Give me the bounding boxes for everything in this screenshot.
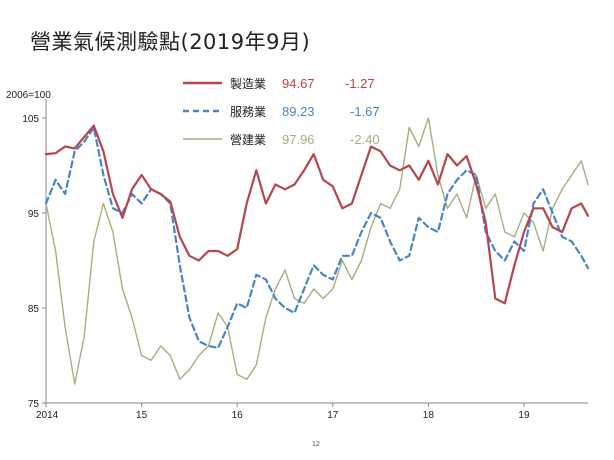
legend-series-name: 營建業 (230, 133, 266, 147)
x-tick-label: 19 (518, 410, 530, 421)
y-tick-label: 95 (28, 209, 40, 220)
series-layer (44, 117, 590, 385)
legend-series-value: 97.96 (282, 132, 315, 147)
series-line-services (44, 126, 590, 349)
chart-legend: 製造業 94.67 -1.27 服務業 89.23 -1.67 營建業 97.96 -2.40 (183, 76, 380, 147)
y-tick-label: 85 (28, 304, 40, 315)
x-tick-label: 2014 (36, 410, 59, 421)
page-title: 營業氣候測驗點(2019年9月) (30, 30, 311, 54)
series-line-manufacturing (44, 124, 590, 305)
y-tick-label: 105 (22, 114, 39, 125)
legend-series-name: 製造業 (230, 77, 266, 91)
y-tick-label: 75 (28, 399, 40, 410)
x-tick-label: 15 (136, 410, 148, 421)
x-tick-label: 18 (423, 410, 435, 421)
legend-series-change: -1.27 (345, 76, 375, 91)
base-year-label: 2006=100 (6, 90, 51, 101)
x-tick-label: 16 (232, 410, 244, 421)
chart-axes: 75 85 95 105 2014 15 16 17 18 19 (22, 99, 588, 421)
x-tick-label: 17 (327, 410, 339, 421)
legend-series-value: 89.23 (282, 104, 315, 119)
legend-series-name: 服務業 (230, 105, 266, 119)
series-line-construction (45, 117, 589, 385)
legend-series-change: -1.67 (350, 104, 380, 119)
page-number: 12 (312, 441, 320, 448)
legend-series-change: -2.40 (350, 132, 380, 147)
legend-series-value: 94.67 (282, 76, 315, 91)
